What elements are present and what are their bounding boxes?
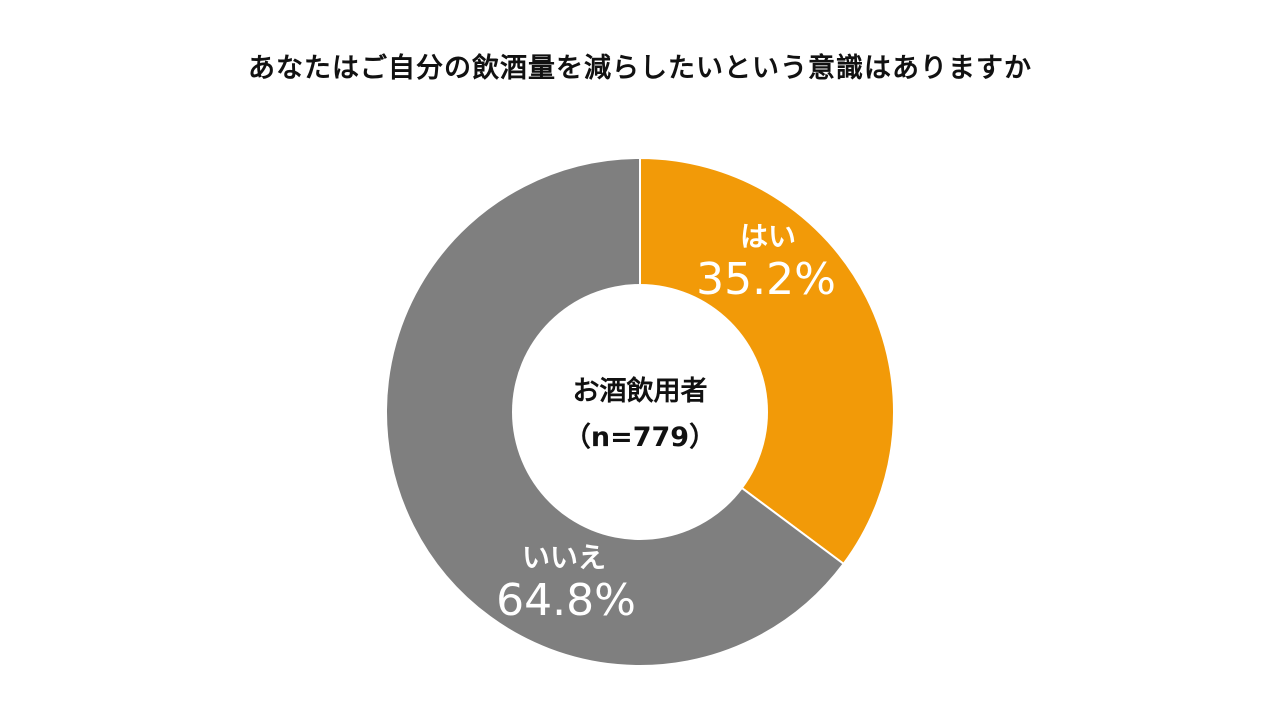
chart-title: あなたはご自分の飲酒量を減らしたいという意識はありますか [248, 53, 1032, 84]
center-label-line-2: （n=779） [564, 422, 716, 453]
slice-yes [639, 156, 895, 566]
slice-label-no: いいえ [522, 541, 606, 574]
slice-value-no: 64.8% [496, 575, 636, 626]
slice-label-yes: はい [740, 220, 796, 253]
donut-hole [512, 284, 768, 540]
center-label-line-1: お酒飲用者 [573, 375, 708, 407]
slice-value-yes: 35.2% [696, 254, 836, 305]
